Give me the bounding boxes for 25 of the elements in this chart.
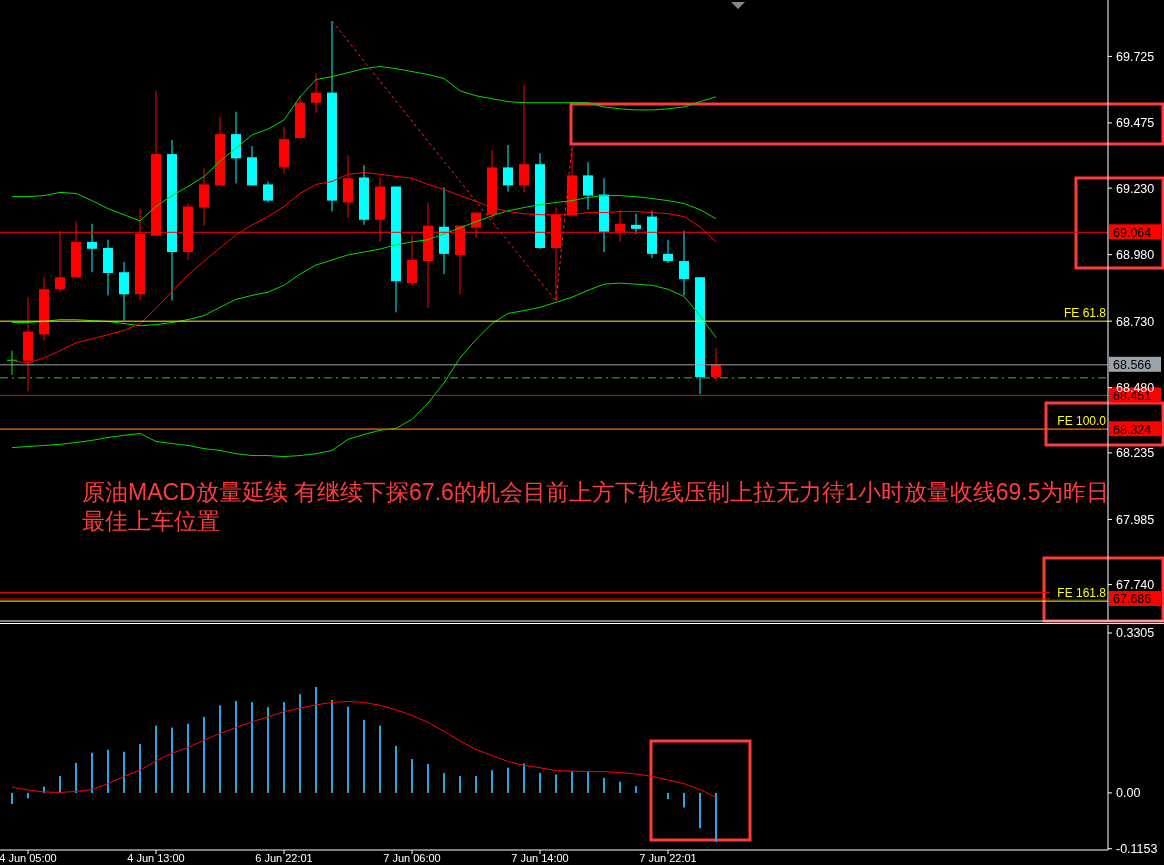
x-tick-label: 6 Jun 22:01 bbox=[255, 852, 313, 864]
y-tick-label: 68.730 bbox=[1116, 314, 1155, 329]
y-tick-label: 68.980 bbox=[1116, 248, 1155, 263]
y-tick-label: 68.235 bbox=[1116, 446, 1155, 461]
x-tick-label: 7 Jun 06:00 bbox=[383, 852, 441, 864]
y-tick-label: -0.1153 bbox=[1116, 842, 1158, 857]
x-tick-label: 4 Jun 05:00 bbox=[0, 852, 57, 864]
ref-line-label: FE 161.8 bbox=[1057, 586, 1107, 601]
y-tick-label: 69.475 bbox=[1116, 116, 1155, 131]
y-tick-label: 69.725 bbox=[1116, 49, 1155, 64]
y-tick-label: 0.00 bbox=[1116, 786, 1141, 801]
y-tick-label: 69.230 bbox=[1116, 181, 1155, 196]
ref-line-label: FE 100.0 bbox=[1057, 414, 1107, 429]
ref-line-label: FE 61.8 bbox=[1063, 306, 1107, 321]
y-tick-label: 67.985 bbox=[1116, 512, 1155, 527]
y-tick-label: 67.740 bbox=[1116, 577, 1155, 592]
ref-line-label: 68.324 bbox=[1113, 422, 1152, 437]
x-tick-label: 7 Jun 22:01 bbox=[639, 852, 697, 864]
ref-line-label: 67.686 bbox=[1113, 592, 1152, 607]
y-tick-label: 0.3305 bbox=[1116, 626, 1155, 641]
ref-line-label: 68.566 bbox=[1113, 358, 1152, 373]
annotation: 原油MACD放量延续 有继续下探67.6的机会目前上方下轨线压制上拉无力待1小时放量收线69.5为昨日最佳上车位置 bbox=[82, 479, 1110, 534]
ref-line-label: 69.064 bbox=[1113, 225, 1152, 240]
x-tick-label: 7 Jun 14:00 bbox=[511, 852, 569, 864]
x-tick-label: 4 Jun 13:00 bbox=[127, 852, 185, 864]
